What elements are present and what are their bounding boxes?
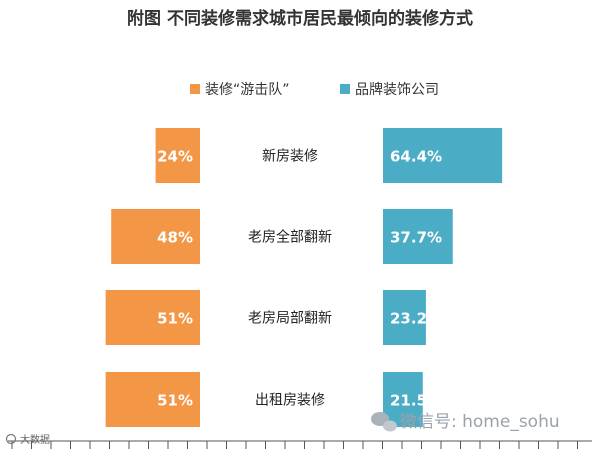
wechat-icon [371, 412, 397, 432]
bar-brand-company-0 [383, 128, 503, 183]
wechat-watermark: 微信号: home_sohu [371, 412, 560, 432]
category-label-2: 老房局部翻新 [248, 311, 332, 327]
legend: 装修“游击队” 品牌装饰公司 [190, 81, 439, 98]
corner-watermark: 大数据 [5, 433, 50, 446]
chart-title: 附图 不同装修需求城市居民最倾向的装修方式 [127, 8, 473, 29]
bar-guerrilla-0 [155, 128, 200, 183]
legend-label-brand-company: 品牌装饰公司 [355, 81, 439, 98]
category-label-3: 出租房装修 [255, 393, 325, 409]
bar-guerrilla-1 [111, 209, 200, 264]
bar-brand-company-2 [383, 290, 426, 345]
category-label-1: 老房全部翻新 [248, 229, 332, 246]
legend-label-guerrilla: 装修“游击队” [205, 82, 290, 98]
corner-watermark-text: 大数据 [20, 433, 50, 446]
wechat-id-text: 微信号: home_sohu [400, 412, 560, 432]
bars-group: 24% 64.4% 新房装修 48% 37.7% 老房全部翻新 51% 23.2 老房局部翻新 5… [105, 128, 503, 427]
value-label-guerrilla-0: 24% [157, 148, 193, 166]
value-label-brand-company-3: 21.5 [390, 392, 427, 410]
bottom-axis [8, 440, 592, 449]
value-label-brand-company-2: 23.2 [390, 310, 427, 328]
bar-brand-company-1 [383, 209, 453, 264]
value-label-guerrilla-2: 51% [157, 310, 193, 328]
bar-brand-company-3 [383, 372, 423, 427]
value-label-brand-company-0: 64.4% [390, 148, 442, 166]
legend-swatch-guerrilla [190, 84, 200, 94]
bar-guerrilla-2 [105, 290, 200, 345]
category-label-0: 新房装修 [262, 149, 318, 165]
bar-guerrilla-3 [105, 372, 200, 427]
value-label-brand-company-1: 37.7% [390, 229, 442, 247]
legend-swatch-brand-company [340, 84, 350, 94]
value-label-guerrilla-1: 48% [157, 229, 193, 247]
value-label-guerrilla-3: 51% [157, 392, 193, 410]
corner-logo-icon [5, 433, 17, 445]
